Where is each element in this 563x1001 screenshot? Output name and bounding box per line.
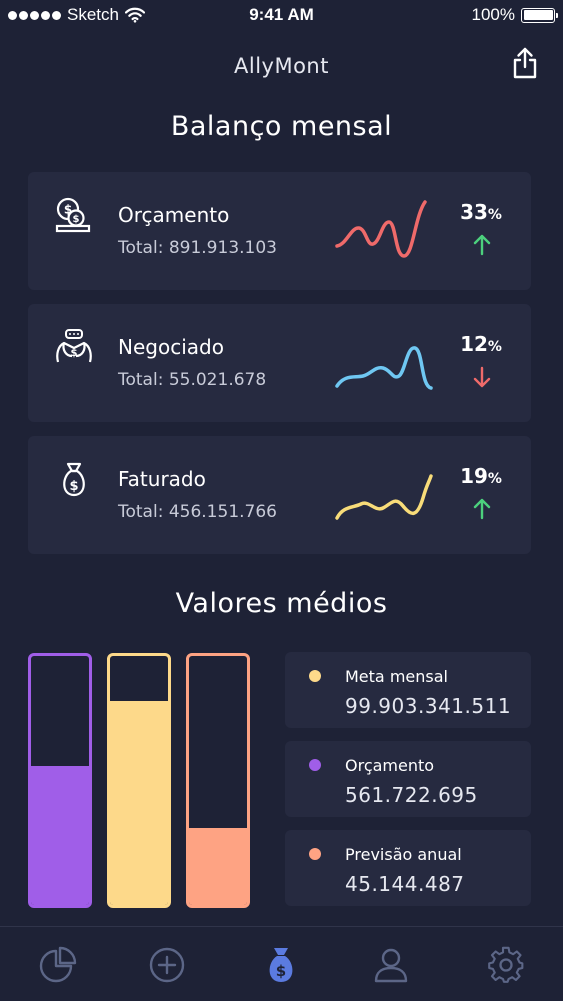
- card-name: Faturado: [118, 467, 206, 491]
- legend-dot: [309, 759, 321, 771]
- svg-text:$: $: [71, 348, 78, 359]
- sparkline: [335, 346, 433, 390]
- tab-user-icon[interactable]: [371, 945, 411, 985]
- svg-text:$: $: [64, 203, 72, 217]
- svg-text:$: $: [73, 214, 80, 225]
- signal-dots-icon: [8, 10, 61, 20]
- carrier-label: Sketch: [67, 5, 119, 24]
- legend-dot: [309, 670, 321, 682]
- percent-change: 12%: [460, 332, 502, 356]
- battery-percent: 100%: [471, 5, 515, 24]
- legend-previsao-anual[interactable]: Previsão anual 45.144.487: [285, 830, 531, 906]
- status-time: 9:41 AM: [249, 5, 314, 24]
- status-right: 100%: [471, 5, 558, 25]
- tab-add-circle-icon[interactable]: [147, 945, 187, 985]
- battery-icon: [521, 7, 558, 23]
- card-orcamento[interactable]: $ $ Orçamento Total: 891.913.103 33%: [28, 172, 531, 290]
- legend-value: 45.144.487: [345, 872, 465, 896]
- card-total: Total: 891.913.103: [118, 238, 277, 258]
- legend-value: 561.722.695: [345, 783, 478, 807]
- bar-orcamento: [28, 653, 92, 908]
- handshake-icon: $: [56, 329, 92, 363]
- svg-text:$: $: [69, 479, 78, 494]
- app-title: AllyMont: [234, 54, 329, 78]
- status-left: Sketch: [8, 5, 145, 25]
- card-total: Total: 456.151.766: [118, 502, 277, 522]
- card-negociado[interactable]: $ Negociado Total: 55.021.678 12%: [28, 304, 531, 422]
- card-name: Orçamento: [118, 203, 230, 227]
- bar-previsao-anual: [186, 653, 250, 908]
- money-coins-icon: $ $: [55, 197, 91, 233]
- arrow-up-icon: [473, 234, 491, 256]
- legend-label: Orçamento: [345, 756, 435, 775]
- bar-fill: [110, 700, 168, 905]
- money-bag-icon: $: [63, 462, 85, 497]
- bar-fill: [189, 827, 247, 905]
- legend-meta-mensal[interactable]: Meta mensal 99.903.341.511: [285, 652, 531, 728]
- share-icon[interactable]: [509, 46, 541, 80]
- sparkline: [335, 200, 427, 258]
- legend-dot: [309, 848, 321, 860]
- monthly-title: Balanço mensal: [170, 111, 393, 142]
- percent-change: 33%: [460, 200, 502, 224]
- arrow-down-icon: [473, 366, 491, 388]
- bar-fill: [31, 765, 89, 905]
- arrow-up-icon: [473, 498, 491, 520]
- svg-text:$: $: [276, 962, 286, 980]
- legend-label: Meta mensal: [345, 667, 448, 686]
- sparkline: [335, 474, 433, 520]
- percent-change: 19%: [460, 464, 502, 488]
- legend-label: Previsão anual: [345, 845, 462, 864]
- card-name: Negociado: [118, 335, 224, 359]
- status-bar: Sketch 9:41 AM 100%: [0, 0, 563, 32]
- averages-title: Valores médios: [175, 588, 388, 619]
- card-total: Total: 55.021.678: [118, 370, 267, 390]
- card-faturado[interactable]: $ Faturado Total: 456.151.766 19%: [28, 436, 531, 554]
- bar-meta-mensal: [107, 653, 171, 908]
- tab-pie-chart-icon[interactable]: [38, 945, 78, 985]
- wifi-icon: [124, 7, 145, 23]
- tab-settings-icon[interactable]: [486, 945, 526, 985]
- legend-orcamento[interactable]: Orçamento 561.722.695: [285, 741, 531, 817]
- tab-money-bag-icon[interactable]: $: [261, 945, 301, 985]
- legend-value: 99.903.341.511: [345, 694, 512, 718]
- tab-bar: $: [0, 926, 563, 1001]
